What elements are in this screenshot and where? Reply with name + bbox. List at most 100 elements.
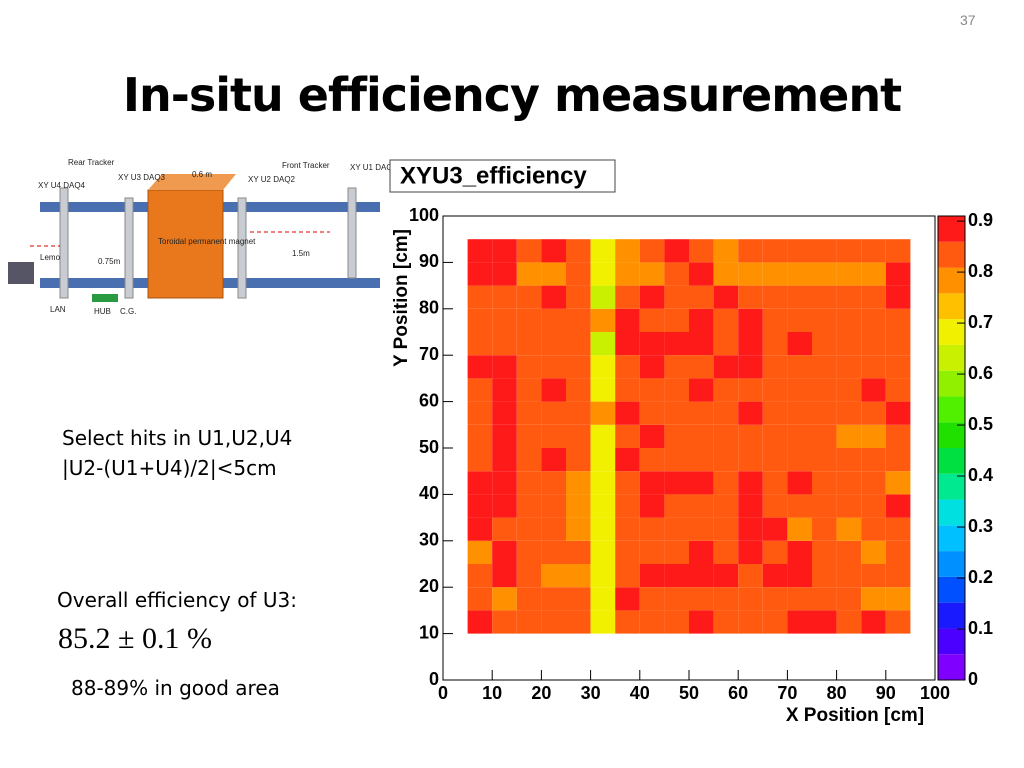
- heatmap-cell: [566, 262, 591, 286]
- diagram-label: XY U2 DAQ2: [248, 175, 296, 184]
- colorbar-band: [938, 344, 965, 371]
- heatmap-cell: [812, 610, 837, 634]
- heatmap-cell: [689, 262, 714, 286]
- heatmap-cell: [812, 587, 837, 611]
- heatmap-cell: [812, 262, 837, 286]
- heatmap-cell: [639, 239, 665, 263]
- heatmap-cell: [467, 424, 493, 448]
- heatmap-cell: [590, 587, 616, 611]
- heatmap-cell: [836, 239, 862, 263]
- colorbar-tick-label: 0.7: [968, 312, 993, 332]
- colorbar-tick-label: 0.6: [968, 363, 993, 383]
- y-tick-label: 90: [419, 251, 439, 271]
- heatmap-cell: [615, 610, 640, 634]
- heatmap-cell: [566, 355, 591, 379]
- heatmap-cell: [762, 262, 788, 286]
- heatmap-cell: [467, 401, 493, 425]
- heatmap-cell: [713, 517, 739, 541]
- heatmap-cell: [566, 471, 591, 495]
- heatmap-cell: [566, 239, 591, 263]
- heatmap-cell: [836, 517, 862, 541]
- x-tick-label: 80: [827, 683, 847, 703]
- colorbar-tick-label: 0: [968, 669, 978, 689]
- heatmap-cell: [713, 355, 739, 379]
- heatmap-cell: [492, 355, 517, 379]
- heatmap-cell: [787, 355, 812, 379]
- heatmap-cell: [762, 424, 788, 448]
- heatmap-cell: [787, 308, 812, 332]
- x-tick-label: 50: [679, 683, 699, 703]
- diagram-label: 0.75m: [98, 257, 121, 266]
- heatmap-cell: [664, 448, 689, 472]
- heatmap-cell: [615, 355, 640, 379]
- heatmap-cell: [812, 401, 837, 425]
- page-number: 37: [960, 12, 976, 28]
- heatmap-cell: [615, 540, 640, 564]
- heatmap-cell: [861, 587, 886, 611]
- heatmap-cell: [885, 494, 911, 518]
- heatmap-cell: [516, 308, 542, 332]
- heatmap-cell: [689, 494, 714, 518]
- heatmap-cell: [516, 471, 542, 495]
- heatmap-cell: [467, 471, 493, 495]
- heatmap-cell: [541, 448, 566, 472]
- heatmap-cell: [541, 471, 566, 495]
- heatmap-cell: [516, 239, 542, 263]
- chart-title: XYU3_efficiency: [400, 162, 587, 189]
- heatmap-cell: [664, 401, 689, 425]
- heatmap-cell: [762, 332, 788, 356]
- heatmap-cell: [885, 378, 911, 402]
- heatmap-cell: [639, 401, 665, 425]
- heatmap-cell: [467, 239, 493, 263]
- heatmap-cell: [467, 587, 493, 611]
- heatmap-cell: [664, 587, 689, 611]
- heatmap-cell: [762, 587, 788, 611]
- heatmap-cell: [664, 332, 689, 356]
- heatmap-cell: [467, 564, 493, 588]
- heatmap-cell: [836, 355, 862, 379]
- note: Overall efficiency of U3:: [57, 588, 297, 612]
- computer: [8, 262, 34, 284]
- heatmap-cell: [787, 262, 812, 286]
- heatmap-cell: [492, 239, 517, 263]
- heatmap-cell: [836, 332, 862, 356]
- heatmap-cell: [738, 401, 763, 425]
- heatmap-cell: [689, 587, 714, 611]
- heatmap-cell: [492, 424, 517, 448]
- heatmap-cell: [467, 285, 493, 309]
- diagram-label: Rear Tracker: [68, 158, 115, 167]
- heatmap-cell: [885, 285, 911, 309]
- heatmap-cell: [861, 424, 886, 448]
- heatmap-cell: [590, 448, 616, 472]
- heatmap-cell: [664, 564, 689, 588]
- tracker-plane: [59, 187, 69, 299]
- heatmap-cell: [812, 332, 837, 356]
- colorbar-band: [938, 499, 965, 526]
- heatmap-cell: [541, 517, 566, 541]
- heatmap-cell: [689, 448, 714, 472]
- heatmap-cell: [615, 332, 640, 356]
- heatmap-cell: [467, 540, 493, 564]
- heatmap-cell: [639, 494, 665, 518]
- heatmap-cell: [713, 308, 739, 332]
- heatmap-cell: [492, 610, 517, 634]
- heatmap-cell: [689, 424, 714, 448]
- heatmap-cell: [836, 448, 862, 472]
- x-tick-label: 100: [920, 683, 950, 703]
- heatmap-cell: [492, 378, 517, 402]
- heatmap-cell: [492, 285, 517, 309]
- heatmap-cell: [467, 448, 493, 472]
- heatmap-chart: XYU3_efficiency X Position [cm] Y Positi…: [389, 159, 993, 726]
- colorbar-tick-label: 0.1: [968, 618, 993, 638]
- heatmap-cell: [664, 517, 689, 541]
- heatmap-cell: [566, 424, 591, 448]
- heatmap-cell: [738, 448, 763, 472]
- heatmap-cell: [713, 564, 739, 588]
- heatmap-cell: [885, 239, 911, 263]
- title-box: [389, 159, 616, 193]
- heatmap-cell: [541, 239, 566, 263]
- heatmap-cell: [615, 378, 640, 402]
- heatmap-cell: [566, 564, 591, 588]
- colorbar-band: [938, 551, 965, 577]
- heatmap-cell: [664, 285, 689, 309]
